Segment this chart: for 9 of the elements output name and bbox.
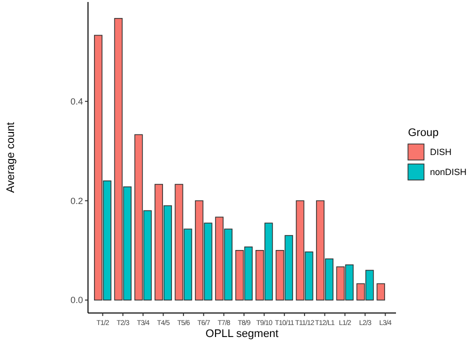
legend-title: Group (408, 127, 439, 139)
bar (376, 283, 386, 300)
legend-label: nonDISH (430, 167, 467, 178)
y-tick-label: 0.2 (70, 196, 83, 206)
legend-label: DISH (430, 147, 452, 158)
x-axis-title: OPLL segment (206, 328, 278, 340)
y-axis-title: Average count (5, 122, 17, 193)
y-tick-label: 0.0 (70, 295, 83, 306)
y-tick-label: 0.4 (70, 96, 83, 107)
